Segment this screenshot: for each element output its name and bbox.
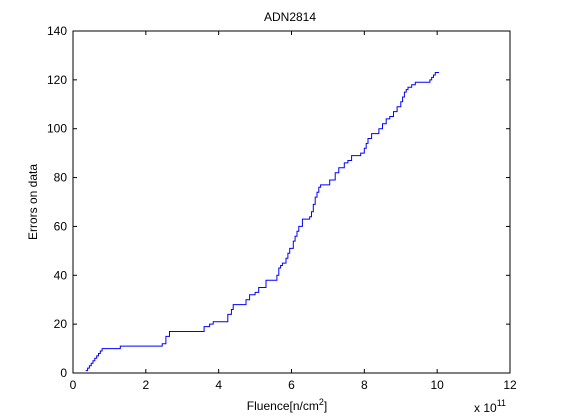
x-tick-label: 0: [70, 378, 77, 392]
x-tick-label: 8: [361, 378, 368, 392]
x-axis-multiplier-base: x 10: [474, 401, 497, 415]
x-axis-label-end: ]: [324, 399, 327, 413]
x-tick-label: 12: [503, 378, 517, 392]
y-axis-ticks: 0 20 40 60 80 100 120 140: [47, 24, 510, 380]
x-tick-label: 10: [430, 378, 444, 392]
x-axis-multiplier: x 1011: [474, 398, 506, 415]
chart-title: ADN2814: [264, 10, 316, 24]
series-line: [85, 72, 439, 372]
y-tick-label: 120: [47, 73, 67, 87]
y-tick-label: 80: [54, 171, 68, 185]
x-axis-label: Fluence[n/cm2]: [247, 397, 327, 413]
x-tick-label: 4: [215, 378, 222, 392]
x-axis-label-main: Fluence[n/cm: [247, 399, 319, 413]
y-tick-label: 40: [54, 268, 68, 282]
y-tick-label: 60: [54, 219, 68, 233]
x-tick-label: 2: [142, 378, 149, 392]
plot-area: [72, 30, 511, 374]
x-axis-ticks: 0 2 4 6 8 10 12: [70, 31, 517, 392]
y-axis-label: Errors on data: [26, 164, 40, 240]
x-axis-label-sup: 2: [319, 397, 324, 407]
y-tick-label: 100: [47, 122, 67, 136]
y-tick-label: 140: [47, 24, 67, 38]
x-tick-label: 6: [288, 378, 295, 392]
y-tick-label: 20: [54, 317, 68, 331]
y-tick-label: 0: [60, 366, 67, 380]
x-axis-multiplier-exp: 11: [497, 398, 506, 408]
